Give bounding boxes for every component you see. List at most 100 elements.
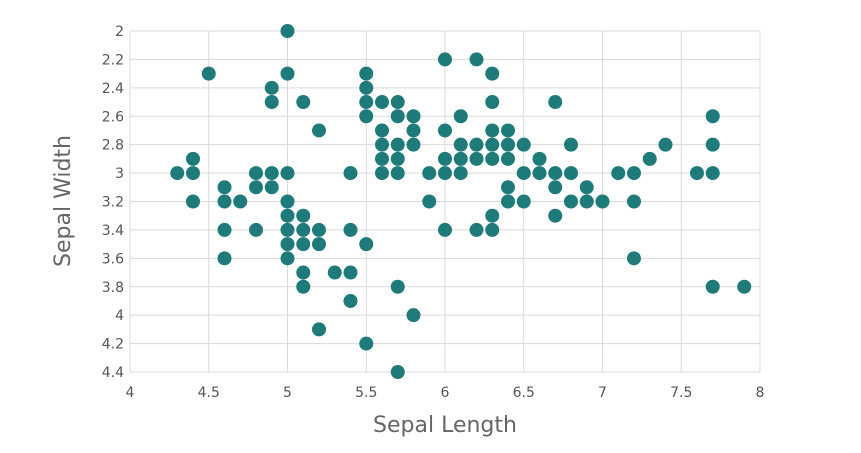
data-point [280, 208, 295, 223]
x-tick-label: 7 [598, 385, 607, 401]
data-point [406, 123, 421, 138]
data-point [516, 194, 531, 209]
y-tick-label: 2.8 [102, 138, 124, 154]
data-point [264, 80, 279, 95]
y-tick-label: 3 [115, 166, 124, 182]
data-point [280, 24, 295, 38]
data-point [579, 180, 594, 195]
data-point [343, 293, 358, 308]
data-point [343, 265, 358, 280]
data-point [438, 222, 452, 237]
data-point [390, 151, 405, 166]
data-point [438, 166, 452, 181]
data-point [705, 109, 720, 124]
x-tick-label: 8 [756, 385, 765, 401]
data-point [548, 208, 563, 223]
x-axis-ticks: 4 4.5 5 5.5 6 6.5 7 7.5 8 [126, 385, 765, 401]
data-point [312, 222, 326, 237]
data-point [406, 308, 421, 323]
data-point [595, 194, 610, 209]
data-point [217, 222, 232, 237]
data-point [390, 166, 405, 181]
y-tick-label: 2.2 [102, 52, 124, 68]
y-tick-label: 3.8 [102, 280, 124, 296]
data-point [249, 166, 263, 181]
data-point [705, 137, 720, 152]
data-point [264, 166, 279, 181]
data-point [312, 123, 326, 138]
y-tick-label: 2.6 [102, 109, 124, 125]
y-tick-label: 3.6 [102, 251, 124, 267]
data-point [501, 137, 515, 152]
data-point [390, 95, 405, 110]
data-point [548, 180, 563, 195]
data-point [453, 137, 468, 152]
data-point [390, 365, 405, 379]
data-point [485, 123, 500, 138]
x-tick-label: 7.5 [670, 385, 692, 401]
data-point [343, 222, 358, 237]
data-point [438, 52, 452, 67]
y-tick-label: 3.4 [102, 223, 124, 239]
y-axis-title: Sepal Width [51, 135, 76, 267]
x-tick-label: 4.5 [198, 385, 220, 401]
data-point [186, 151, 200, 166]
data-point [390, 109, 405, 124]
data-point [280, 251, 295, 266]
data-point [627, 194, 641, 209]
data-point [359, 95, 374, 110]
data-point [627, 166, 641, 181]
data-point [249, 222, 263, 237]
data-point [359, 109, 374, 124]
data-point [485, 137, 500, 152]
y-tick-label: 4 [115, 308, 124, 324]
data-point [564, 137, 578, 152]
data-point [453, 109, 468, 124]
y-tick-label: 3.2 [102, 195, 124, 211]
data-point [438, 123, 452, 138]
data-point [359, 66, 374, 81]
data-point [280, 194, 295, 209]
data-point [469, 52, 484, 67]
y-tick-label: 2 [115, 24, 124, 40]
data-point [516, 137, 531, 152]
x-axis-title: Sepal Length [373, 413, 517, 438]
data-point [296, 208, 311, 223]
data-point [453, 166, 468, 181]
data-point [642, 151, 657, 166]
data-point [264, 95, 279, 110]
data-point [296, 279, 311, 294]
x-tick-label: 5 [283, 385, 292, 401]
data-point [217, 251, 232, 266]
y-axis-ticks: 2 2.2 2.4 2.6 2.8 3 3.2 3.4 3.6 3.8 4 4.2 4.4 [102, 24, 124, 381]
data-points [170, 24, 752, 379]
data-point [485, 222, 500, 237]
data-point [170, 166, 185, 181]
data-point [705, 166, 720, 181]
data-point [312, 237, 326, 252]
data-point [280, 166, 295, 181]
data-point [564, 166, 578, 181]
data-point [359, 237, 374, 252]
data-point [453, 151, 468, 166]
data-point [548, 166, 563, 181]
data-point [422, 166, 437, 181]
data-point [548, 95, 563, 110]
data-point [375, 137, 389, 152]
data-point [469, 137, 484, 152]
data-point [516, 166, 531, 181]
data-point [375, 166, 389, 181]
data-point [296, 265, 311, 280]
data-point [375, 151, 389, 166]
data-point [737, 279, 752, 294]
data-point [690, 166, 704, 181]
data-point [343, 166, 358, 181]
data-point [390, 279, 405, 294]
data-point [579, 194, 594, 209]
x-tick-label: 6.5 [513, 385, 535, 401]
data-point [658, 137, 673, 152]
data-point [359, 80, 374, 95]
data-point [532, 166, 547, 181]
data-point [627, 251, 641, 266]
data-point [280, 66, 295, 81]
